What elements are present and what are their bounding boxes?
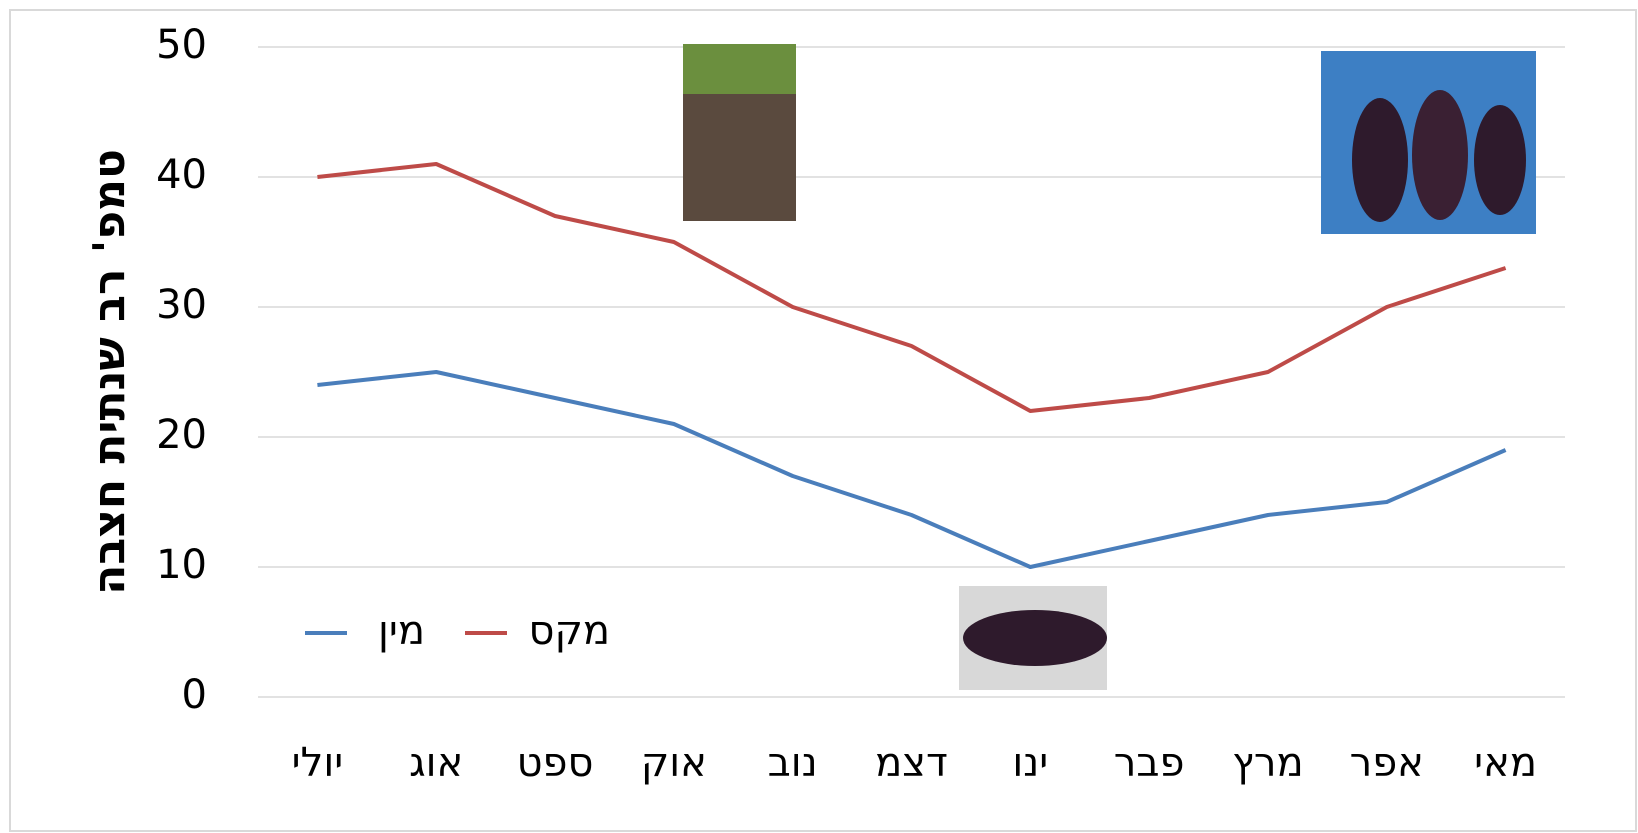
legend-label: מקס: [528, 608, 610, 654]
x-tick-label: ינו: [1012, 740, 1048, 786]
x-tick-label: אפר: [1350, 740, 1424, 786]
y-tick-label: 40: [156, 152, 207, 198]
y-axis-title: טמפ' רב שנתית חצבה: [84, 149, 135, 595]
y-tick-label: 50: [156, 22, 207, 68]
y-tick-label: 20: [156, 412, 207, 458]
y-tick-label: 30: [156, 282, 207, 328]
chart-frame: [9, 9, 1637, 832]
legend-label: מין: [378, 608, 425, 654]
photo-eggplant: [1412, 90, 1468, 220]
x-tick-label: מרץ: [1232, 740, 1303, 786]
photo-eggplant: [1474, 105, 1526, 215]
photo-eggplant: [963, 610, 1107, 666]
x-tick-label: דצמ: [875, 740, 948, 786]
y-tick-label: 0: [182, 672, 207, 718]
x-tick-label: פבר: [1114, 740, 1185, 786]
y-tick-label: 10: [156, 542, 207, 588]
x-tick-label: נוב: [768, 740, 818, 786]
series-line: [317, 162, 1507, 413]
series-line: [317, 370, 1507, 569]
x-tick-label: אוג: [409, 740, 463, 786]
photo-field-top: [683, 44, 796, 94]
x-tick-label: יולי: [292, 740, 344, 786]
photo-eggplant: [1352, 98, 1408, 222]
x-tick-label: ספט: [517, 740, 594, 786]
photos: [683, 44, 1536, 690]
x-tick-label: אוק: [641, 740, 707, 786]
x-tick-label: מאי: [1474, 740, 1537, 786]
